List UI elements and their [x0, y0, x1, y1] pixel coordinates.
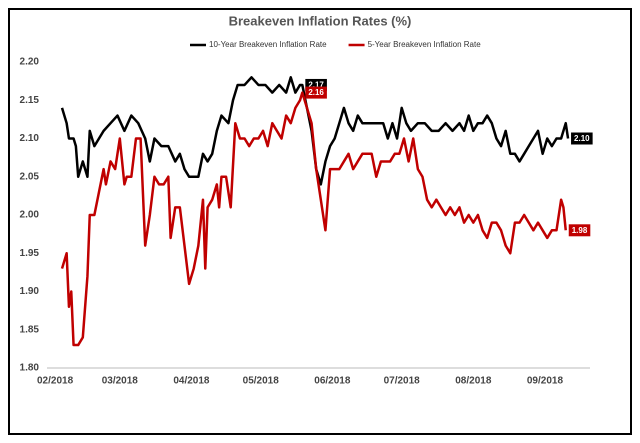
- annotation-box: [305, 86, 327, 99]
- y-tick-label: 2.20: [20, 57, 40, 68]
- annotation-box: [568, 224, 591, 237]
- y-tick-label: 1.85: [20, 324, 40, 335]
- x-tick-label: 06/2018: [314, 376, 351, 387]
- x-tick-label: 08/2018: [455, 376, 492, 387]
- y-tick-label: 1.80: [20, 363, 40, 374]
- y-tick-label: 2.00: [20, 210, 40, 221]
- legend-label: 5-Year Breakeven Inflation Rate: [368, 40, 482, 49]
- series-line: [60, 91, 567, 347]
- annotation-label: 1.98: [572, 226, 588, 235]
- x-tick-label: 03/2018: [102, 376, 139, 387]
- chart-title: Breakeven Inflation Rates (%): [229, 13, 412, 28]
- y-tick-label: 2.10: [20, 133, 40, 144]
- y-tick-label: 2.15: [20, 95, 40, 106]
- x-tick-label: 09/2018: [527, 376, 564, 387]
- annotation-label: 2.17: [308, 81, 324, 90]
- annotation-label: 2.16: [308, 88, 324, 97]
- y-tick-label: 1.95: [20, 248, 40, 259]
- x-tick-label: 02/2018: [37, 376, 74, 387]
- y-tick-label: 2.05: [20, 171, 40, 182]
- annotation-box: [571, 132, 593, 145]
- y-tick-label: 1.90: [20, 286, 40, 297]
- legend-label: 10-Year Breakeven Inflation Rate: [209, 40, 327, 49]
- x-tick-label: 04/2018: [173, 376, 210, 387]
- x-tick-label: 07/2018: [384, 376, 421, 387]
- x-tick-label: 05/2018: [243, 376, 280, 387]
- annotation-label: 2.10: [574, 134, 590, 143]
